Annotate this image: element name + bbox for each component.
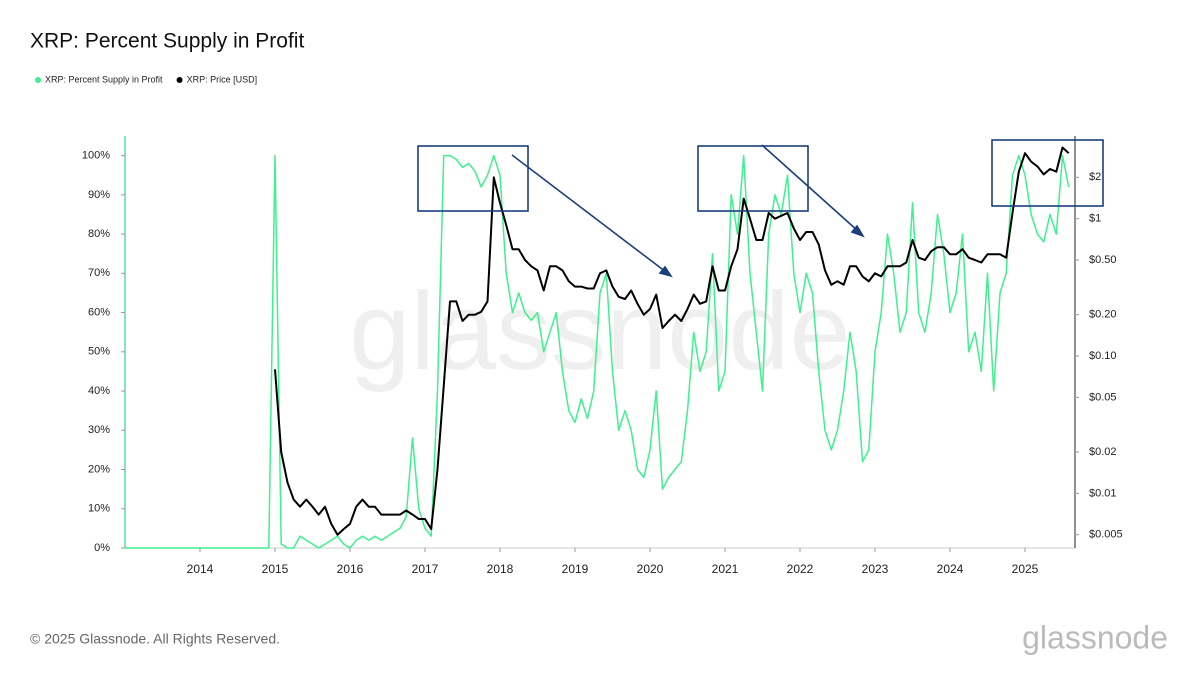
y2-tick-label: $0.005 (1089, 529, 1123, 541)
legend-swatch (35, 77, 41, 83)
x-tick-label: 2024 (937, 562, 964, 576)
y2-tick-label: $0.05 (1089, 391, 1117, 403)
y2-tick-label: $0.20 (1089, 309, 1117, 321)
y-tick-label: 30% (88, 424, 110, 436)
arrow (761, 144, 859, 232)
x-tick-label: 2020 (637, 562, 664, 576)
copyright: © 2025 Glassnode. All Rights Reserved. (30, 631, 280, 647)
legend-label: XRP: Percent Supply in Profit (45, 74, 163, 84)
series-line (274, 146, 1070, 536)
highlight-box (991, 139, 1104, 207)
y-tick-label: 40% (88, 385, 110, 397)
x-tick-label: 2014 (187, 562, 214, 576)
y-tick-label: 70% (88, 267, 110, 279)
watermark: glassnode (349, 270, 851, 393)
x-tick-label: 2022 (787, 562, 814, 576)
x-tick-label: 2015 (262, 562, 289, 576)
y-tick-label: 90% (88, 189, 110, 201)
x-tick-label: 2018 (487, 562, 514, 576)
arrow (511, 154, 667, 273)
x-tick-label: 2021 (712, 562, 739, 576)
y-tick-label: 20% (88, 463, 110, 475)
y2-tick-label: $0.50 (1089, 254, 1117, 266)
x-tick-label: 2017 (412, 562, 439, 576)
y2-tick-label: $0.01 (1089, 487, 1117, 499)
y-tick-label: 80% (88, 228, 110, 240)
highlight-box (697, 145, 809, 212)
x-tick-label: 2025 (1012, 562, 1039, 576)
highlight-box (417, 145, 529, 212)
y-tick-label: 0% (94, 542, 110, 554)
axes (124, 136, 1076, 549)
y2-tick-label: $0.02 (1089, 446, 1117, 458)
annotations (417, 139, 1104, 278)
y2-tick-label: $0.10 (1089, 350, 1117, 362)
x-tick-label: 2016 (337, 562, 364, 576)
series-line (125, 154, 1070, 549)
chart-title: XRP: Percent Supply in Profit (30, 30, 304, 53)
arrow-head (658, 265, 673, 278)
y-tick-label: 50% (88, 346, 110, 358)
plot (125, 146, 1070, 549)
legend-label: XRP: Price [USD] (187, 74, 258, 84)
y-tick-label: 100% (82, 150, 110, 162)
y2-tick-label: $2 (1089, 171, 1101, 183)
legend-swatch (176, 77, 183, 83)
arrow-head (850, 224, 865, 238)
logo: glassnode (1022, 619, 1168, 655)
y-tick-label: 60% (88, 306, 110, 318)
x-tick-label: 2019 (562, 562, 589, 576)
x-tick-label: 2023 (862, 562, 889, 576)
y2-tick-label: $1 (1089, 213, 1101, 225)
y-tick-label: 10% (88, 503, 110, 515)
